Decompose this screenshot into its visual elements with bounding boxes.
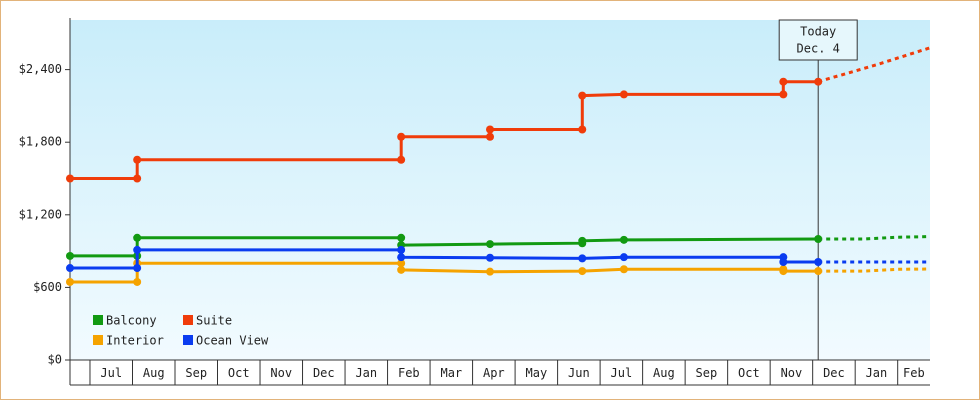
point [133, 174, 142, 183]
x-tick-label: Jan [866, 366, 888, 380]
point [814, 257, 823, 266]
x-tick-label: Nov [781, 366, 803, 380]
point [814, 77, 823, 86]
point [814, 235, 823, 244]
point [486, 240, 495, 249]
point [814, 267, 823, 276]
x-tick-label: Feb [398, 366, 420, 380]
legend-swatch [93, 335, 103, 345]
legend-swatch [183, 335, 193, 345]
point [397, 233, 406, 242]
x-tick-label: Mar [440, 366, 462, 380]
point [619, 235, 628, 244]
x-tick-label: Feb [903, 366, 925, 380]
x-tick-label: Oct [228, 366, 250, 380]
point [578, 91, 587, 100]
forecast-line [817, 46, 931, 84]
point [397, 253, 406, 262]
point [397, 265, 406, 274]
point [66, 277, 74, 286]
plot-area [70, 20, 930, 360]
point [619, 265, 628, 274]
legend-swatch [93, 315, 103, 325]
legend-label: Suite [196, 314, 232, 328]
today-box [778, 19, 858, 61]
y-tick-label: $600 [33, 280, 62, 294]
point [578, 236, 587, 245]
point [486, 267, 495, 276]
point [66, 251, 74, 260]
point [133, 277, 142, 286]
x-tick-label: May [526, 366, 548, 380]
y-tick-label: $2,400 [19, 62, 62, 76]
legend-label: Interior [106, 334, 164, 348]
y-tick-label: $0 [48, 353, 62, 367]
point [486, 253, 495, 262]
x-tick-label: Aug [653, 366, 675, 380]
legend-swatch [183, 315, 193, 325]
point [779, 77, 788, 86]
x-tick-label: Apr [483, 366, 505, 380]
point [486, 125, 495, 134]
point [779, 257, 788, 266]
x-tick-label: Sep [185, 366, 207, 380]
x-tick-label: Sep [696, 366, 718, 380]
today-label: Dec. 4 [797, 42, 840, 56]
point [133, 155, 142, 164]
point [133, 233, 142, 242]
x-tick-label: Nov [270, 366, 292, 380]
x-tick-label: Jun [568, 366, 590, 380]
x-tick-label: Dec [313, 366, 335, 380]
x-tick-label: Oct [738, 366, 760, 380]
point [397, 132, 406, 141]
point [486, 132, 495, 141]
point [619, 253, 628, 262]
x-tick-label: Jul [611, 366, 633, 380]
today-label: Today [800, 25, 836, 39]
legend-label: Balcony [106, 314, 157, 328]
x-tick-label: Dec [823, 366, 845, 380]
point [66, 264, 74, 273]
point [619, 90, 628, 99]
y-tick-label: $1,800 [19, 135, 62, 149]
point [397, 155, 406, 164]
point [779, 90, 788, 99]
x-tick-label: Aug [143, 366, 165, 380]
point [133, 264, 142, 273]
point [578, 125, 587, 134]
point [578, 267, 587, 276]
x-tick-label: Jan [355, 366, 377, 380]
point [397, 259, 406, 268]
point [397, 245, 406, 254]
x-tick-label: Jul [100, 366, 122, 380]
point [133, 245, 142, 254]
point [578, 254, 587, 263]
y-tick-label: $1,200 [19, 207, 62, 221]
legend-label: Ocean View [196, 334, 269, 348]
point [66, 174, 74, 183]
point [779, 267, 788, 276]
